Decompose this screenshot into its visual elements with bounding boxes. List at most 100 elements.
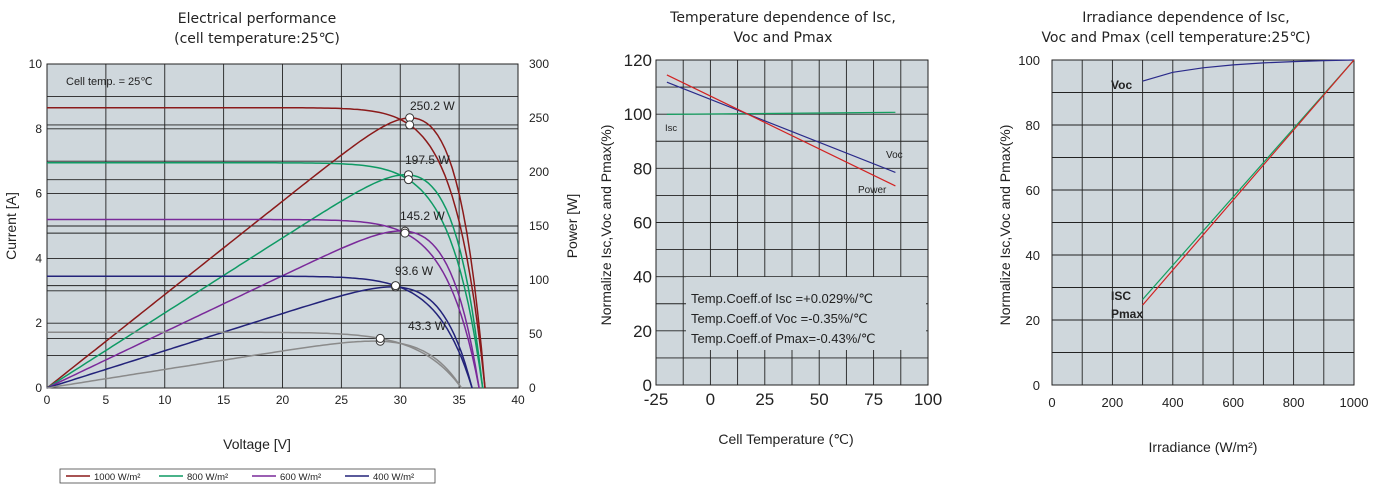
plot-frame <box>655 59 929 386</box>
coefficient-annotations: Temp.Coeff.of Isc =+0.029%/℃ Temp.Coeff.o… <box>686 277 926 350</box>
x-tick-label: 75 <box>864 390 883 409</box>
series-label-voc: Voc <box>886 150 903 161</box>
mpp-marker <box>391 281 401 291</box>
pmax-label: 145.2 W <box>400 209 445 223</box>
chart-subtitle: Voc and Pmax (cell temperature:25℃) <box>1041 30 1310 46</box>
x-tick-label: 200 <box>1102 395 1124 410</box>
x-tick-label: 400 <box>1162 395 1184 410</box>
y-tick-label: 20 <box>1026 313 1040 328</box>
x-axis-label: Irradiance (W/m²) <box>1149 439 1258 455</box>
series-line-Voc <box>1142 59 1355 82</box>
annotation-line: Temp.Coeff.of Pmax=-0.43%/℃ <box>691 331 876 346</box>
series-line-Power <box>666 74 896 187</box>
temperature-dependence-svg: Temperature dependence of Isc, Voc and Pm… <box>598 10 942 447</box>
y-tick-label: 2 <box>35 316 42 330</box>
mpp-marker <box>400 228 410 238</box>
x-tick-label: 0 <box>1048 395 1055 410</box>
plot-frame <box>46 63 519 389</box>
legend-entry: 1000 W/m² <box>94 472 140 483</box>
x-axis-label: Voltage [V] <box>223 436 291 452</box>
legend-entry: 800 W/m² <box>187 472 228 483</box>
x-tick-label: 20 <box>276 393 290 407</box>
y-tick-label: 0 <box>35 381 42 395</box>
x-tick-label: 10 <box>158 393 172 407</box>
y-tick-label: 0 <box>1033 378 1040 393</box>
series-line-Isc <box>666 111 896 115</box>
pmax-label: 250.2 W <box>410 99 455 113</box>
legend-entry: 600 W/m² <box>280 472 321 483</box>
x-tick-label: 600 <box>1222 395 1244 410</box>
pmax-label: 93.6 W <box>395 264 434 278</box>
pmax-label: 43.3 W <box>408 319 447 333</box>
annotation-line: Temp.Coeff.of Isc =+0.029%/℃ <box>691 291 873 306</box>
y-tick-label: 60 <box>1026 183 1040 198</box>
chart-title: Electrical performance <box>178 11 336 27</box>
y-axis-label: Normalize Isc,Voc and Pmax(%) <box>598 125 614 326</box>
y-tick-label: 80 <box>1026 118 1040 133</box>
series-label-voc: Voc <box>1111 78 1132 92</box>
series-label-isc: ISC <box>1111 289 1131 303</box>
annotation-box <box>686 277 926 350</box>
y-tick-label: 80 <box>633 159 652 178</box>
inset-label: Cell temp. = 25℃ <box>66 76 153 88</box>
y2-tick-label: 250 <box>529 111 549 125</box>
legend-entry: 400 W/m² <box>373 472 414 483</box>
x-tick-label: 1000 <box>1340 395 1369 410</box>
mpp-marker <box>403 175 413 185</box>
x-tick-label: 30 <box>394 393 408 407</box>
y-axis-label: Current [A] <box>3 192 19 260</box>
annotation-line: Temp.Coeff.of Voc =-0.35%/℃ <box>691 311 868 326</box>
y-tick-label: 10 <box>29 57 43 71</box>
y2-axis-label: Power [W] <box>564 194 580 259</box>
x-tick-label: 25 <box>335 393 349 407</box>
mpp-marker <box>405 120 415 130</box>
series-label-pmax: Pmax <box>1111 307 1143 321</box>
x-tick-label: 5 <box>103 393 110 407</box>
x-axis-label: Cell Temperature (℃) <box>718 431 853 447</box>
series-label-isc: Isc <box>665 123 677 134</box>
x-tick-label: 50 <box>810 390 829 409</box>
x-tick-label: 25 <box>755 390 774 409</box>
legend: 1000 W/m² 800 W/m² 600 W/m² 400 W/m² <box>59 468 436 484</box>
x-tick-label: 800 <box>1283 395 1305 410</box>
y2-tick-label: 300 <box>529 57 549 71</box>
legend-box <box>59 468 436 484</box>
series-label-power: Power <box>858 185 887 196</box>
y-tick-label: 20 <box>633 322 652 341</box>
series-line-Voc <box>666 81 896 173</box>
x-tick-label: 100 <box>914 390 942 409</box>
y2-tick-label: 100 <box>529 273 549 287</box>
temperature-dependence-chart: Temperature dependence of Isc, Voc and Pm… <box>586 0 966 487</box>
y-tick-label: 6 <box>35 187 42 201</box>
series-line-Pmax <box>1142 59 1355 306</box>
x-tick-label: 0 <box>706 390 715 409</box>
y2-tick-label: 200 <box>529 165 549 179</box>
irradiance-dependence-chart: Irradiance dependence of Isc, Voc and Pma… <box>990 0 1380 487</box>
pv-curve-200 W/m² <box>46 340 463 389</box>
electrical-performance-chart: Electrical performance (cell temperature:… <box>0 0 580 487</box>
y-tick-label: 40 <box>633 268 652 287</box>
x-tick-label: 40 <box>511 393 525 407</box>
mpp-marker <box>375 333 385 343</box>
y2-tick-label: 150 <box>529 219 549 233</box>
y-tick-label: 60 <box>633 214 652 233</box>
pmax-label: 197.5 W <box>405 153 450 167</box>
y2-tick-label: 50 <box>529 327 543 341</box>
y2-tick-label: 0 <box>529 381 536 395</box>
iv-curve-200 W/m² <box>47 331 463 389</box>
x-tick-label: 0 <box>44 393 51 407</box>
x-tick-label: -25 <box>644 390 669 409</box>
electrical-performance-svg: Electrical performance (cell temperature:… <box>3 11 580 484</box>
chart-title: Irradiance dependence of Isc, <box>1082 10 1289 26</box>
y-tick-label: 8 <box>35 122 42 136</box>
plot-frame <box>1051 59 1355 386</box>
y-tick-label: 100 <box>1018 53 1040 68</box>
series-line-ISC <box>1142 59 1355 300</box>
irradiance-dependence-svg: Irradiance dependence of Isc, Voc and Pma… <box>997 10 1369 455</box>
pv-curve-400 W/m² <box>46 286 473 389</box>
y-tick-label: 120 <box>624 51 652 70</box>
chart-title: Temperature dependence of Isc, <box>669 10 896 26</box>
x-tick-label: 15 <box>217 393 231 407</box>
y-tick-label: 40 <box>1026 248 1040 263</box>
x-tick-label: 35 <box>452 393 466 407</box>
